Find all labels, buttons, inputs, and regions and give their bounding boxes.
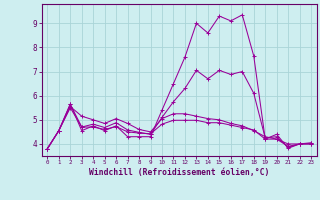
X-axis label: Windchill (Refroidissement éolien,°C): Windchill (Refroidissement éolien,°C) — [89, 168, 269, 177]
